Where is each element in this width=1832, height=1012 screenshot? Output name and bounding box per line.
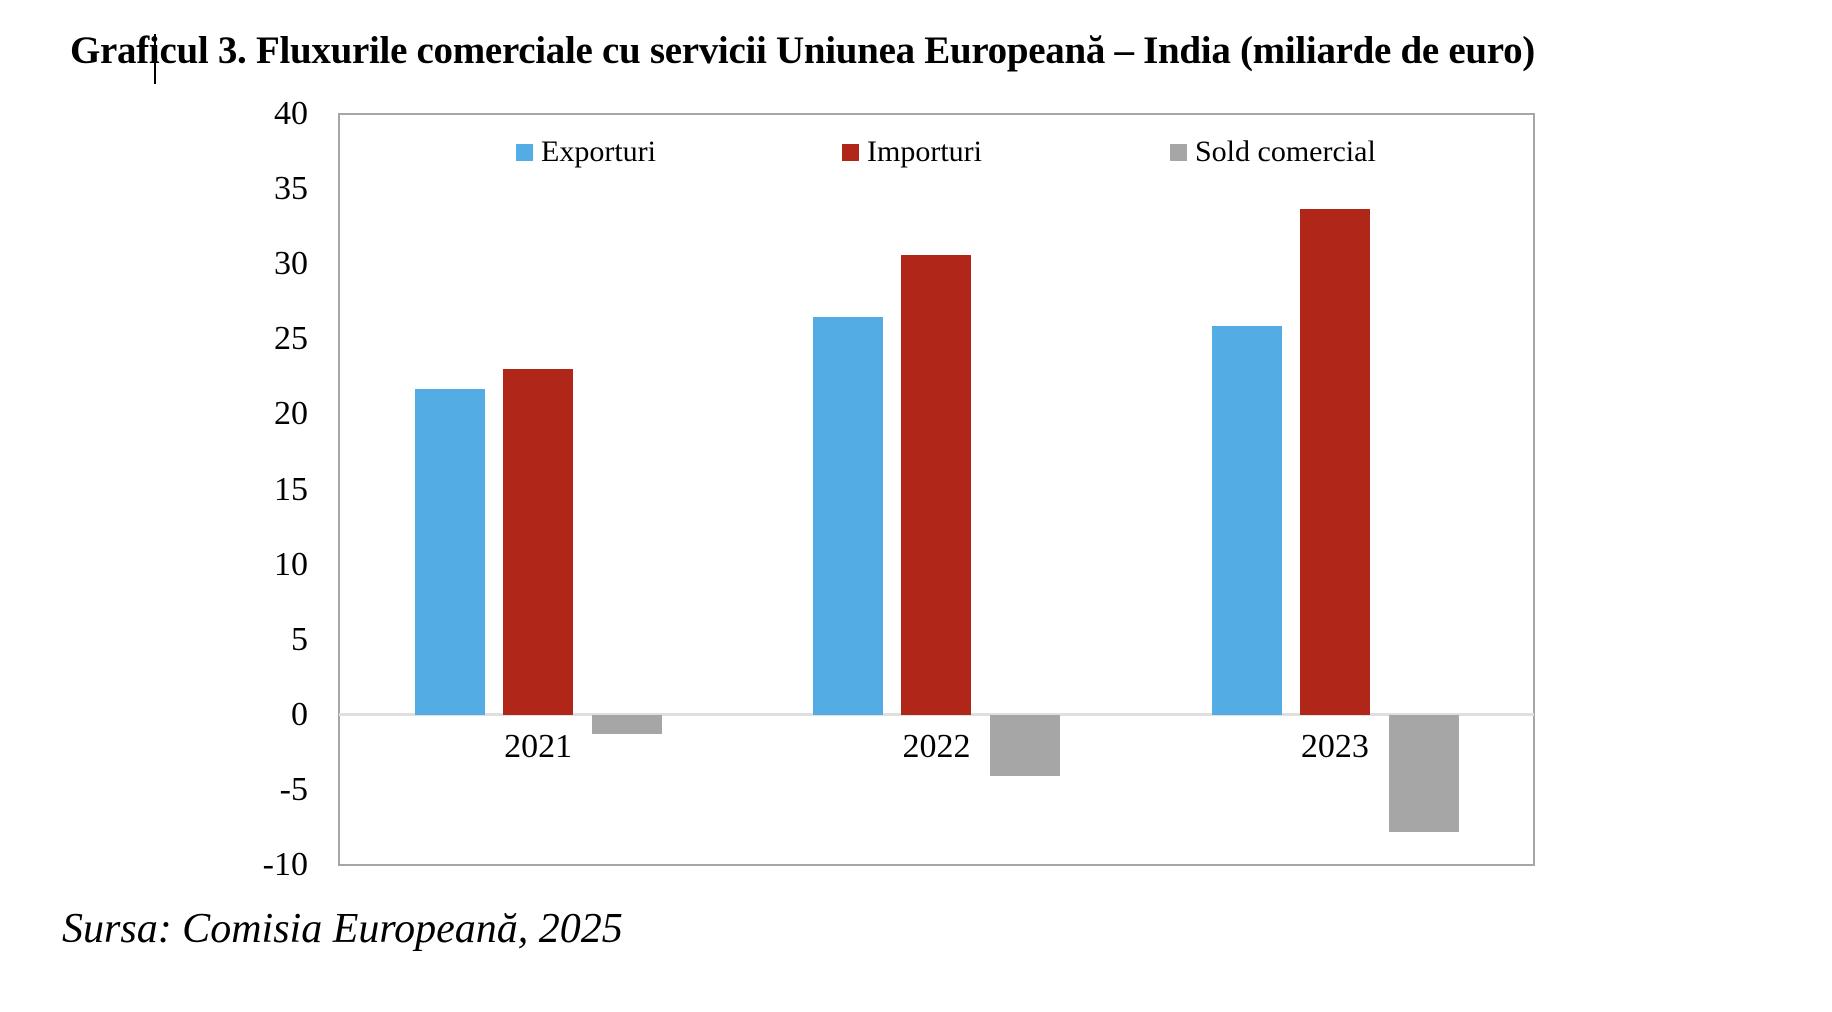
legend-swatch-icon [516, 143, 533, 161]
legend-swatch-icon [1170, 143, 1187, 161]
y-tick-label-25: 25 [274, 320, 308, 358]
x-tick-label-2021: 2021 [504, 728, 573, 765]
legend-item-sold-comercial: Sold comercial [1170, 135, 1376, 169]
y-tick-label-15: 15 [274, 470, 308, 508]
bar-importuri-2021 [503, 369, 573, 715]
legend-item-importuri: Importuri [842, 135, 982, 169]
x-tick-label-2022: 2022 [902, 728, 971, 765]
y-tick-label-30: 30 [274, 245, 308, 283]
legend-label: Importuri [867, 135, 982, 168]
y-tick-label-10: 10 [274, 545, 308, 583]
zero-gridline [339, 713, 1534, 717]
bar-exporturi-2022 [813, 316, 884, 715]
y-tick-label-40: 40 [274, 95, 308, 132]
chart-title: Graficul 3. Fluxurile comerciale cu serv… [70, 29, 1535, 72]
bar-sold-comercial-2022 [990, 714, 1061, 777]
bar-exporturi-2021 [415, 388, 485, 715]
legend-label: Sold comercial [1195, 135, 1376, 168]
y-tick-label-20: 20 [274, 395, 308, 433]
text-cursor-caret [154, 34, 156, 84]
y-tick-label-35: 35 [274, 170, 308, 208]
y-tick-label-0: 0 [291, 695, 308, 733]
x-tick-label-2023: 2023 [1300, 728, 1369, 765]
y-tick-label--5: -5 [279, 770, 308, 808]
y-tick-label-5: 5 [291, 620, 308, 658]
legend-label: Exporturi [541, 135, 656, 168]
bar-exporturi-2023 [1211, 325, 1282, 715]
bar-importuri-2023 [1299, 208, 1370, 715]
bar-sold-comercial-2023 [1388, 714, 1459, 832]
bar-importuri-2022 [901, 255, 972, 715]
y-tick-label--10: -10 [262, 846, 308, 883]
bar-sold-comercial-2021 [592, 714, 662, 735]
source-note: Sursa: Comisia Europeană, 2025 [62, 906, 623, 952]
legend-swatch-icon [842, 143, 859, 161]
legend-item-exporturi: Exporturi [516, 135, 656, 169]
